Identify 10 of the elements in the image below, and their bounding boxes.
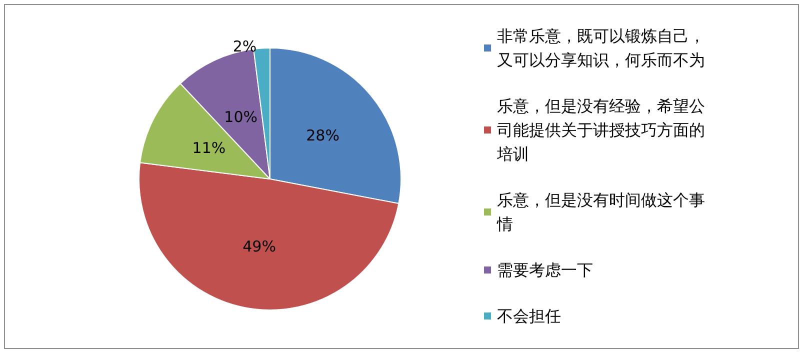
data-label: 49% xyxy=(242,238,276,256)
data-label: 28% xyxy=(306,126,340,144)
legend-label: 乐意，但是没有时间做这个事情 xyxy=(496,190,705,234)
data-label: 2% xyxy=(232,37,257,56)
data-label: 11% xyxy=(192,138,226,157)
legend-label: 非常乐意，既可以锻炼自己，又可以分享知识，何乐而不为 xyxy=(497,26,705,70)
legend-label: 不会担任 xyxy=(497,306,561,326)
legend-label: 需要考虑一下 xyxy=(497,260,593,280)
data-label: 10% xyxy=(224,108,258,126)
legend-label: 乐意，但是没有经验，希望公司能提供关于讲授技巧方面的培训 xyxy=(496,96,705,164)
